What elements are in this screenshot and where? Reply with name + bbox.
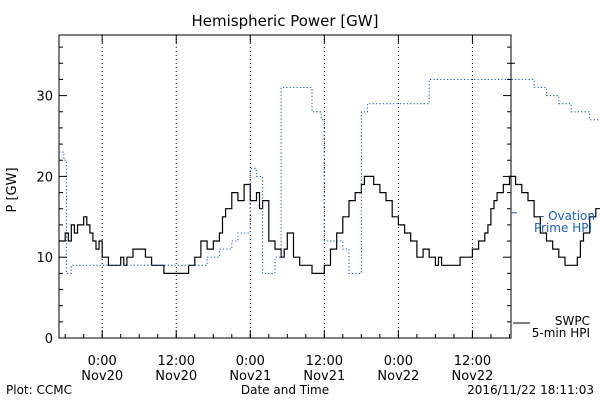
chart-title: Hemispheric Power [GW] [192, 12, 379, 30]
y-tick-label: 10 [36, 251, 53, 266]
y-tick-label: 20 [36, 170, 53, 185]
legend-ovation: - Ovation Prime HPI [534, 209, 595, 235]
x-tick-label-time: 12:00 [454, 354, 491, 369]
y-tick-label: 0 [45, 332, 53, 347]
x-tick-label-date: Nov22 [451, 369, 493, 384]
x-tick-label-time: 0:00 [236, 354, 265, 369]
x-tick-label-time: 12:00 [306, 354, 343, 369]
x-tick-label-time: 0:00 [88, 354, 117, 369]
y-tick-label: 30 [36, 90, 53, 105]
x-axis-label: Date and Time [241, 383, 329, 397]
x-tick-label-date: Nov22 [377, 369, 419, 384]
x-tick-label-time: 0:00 [384, 354, 413, 369]
series-ovation-line [59, 78, 600, 274]
series-swpc-line [59, 175, 600, 274]
x-tick-label-time: 12:00 [158, 354, 195, 369]
legend-swpc: SWPC 5-min HPI [513, 314, 590, 340]
y-axis-label: P [GW] [5, 167, 20, 212]
x-tick-label-date: Nov21 [303, 369, 345, 384]
footer-timestamp: 2016/11/22 18:11:03 [467, 383, 594, 397]
x-tick-label-date: Nov20 [155, 369, 197, 384]
legend-ovation-label-line2: Prime HPI [534, 221, 592, 235]
legend-swpc-label-line1: SWPC [555, 314, 590, 328]
footer-plot-credit: Plot: CCMC [6, 383, 72, 397]
plot-frame [58, 34, 512, 339]
legend-ovation-label-line1: - Ovation [540, 209, 595, 223]
plot-area: 01020300:00Nov2012:00Nov200:00Nov2112:00… [36, 34, 600, 384]
legend-swpc-label-line2: 5-min HPI [532, 326, 590, 340]
x-tick-label-date: Nov21 [229, 369, 271, 384]
x-tick-label-date: Nov20 [81, 369, 123, 384]
